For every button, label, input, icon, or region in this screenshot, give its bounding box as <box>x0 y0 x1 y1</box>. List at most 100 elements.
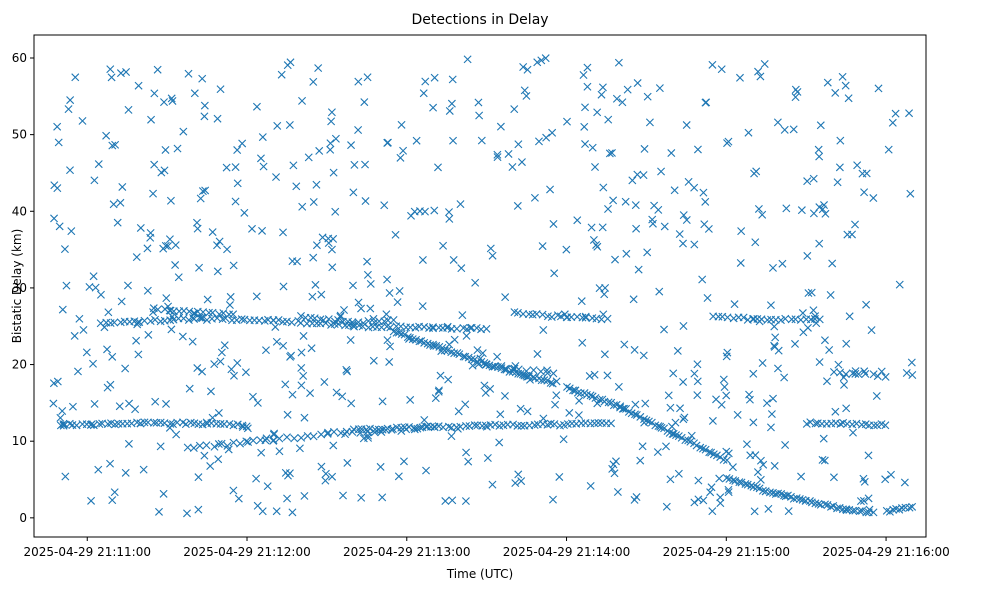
data-point <box>249 436 258 445</box>
data-point <box>117 297 126 306</box>
data-point <box>311 280 320 289</box>
data-point <box>285 120 294 129</box>
data-point <box>320 377 329 386</box>
data-point <box>222 163 231 172</box>
data-point <box>735 73 744 82</box>
data-point <box>312 241 321 250</box>
data-point <box>104 308 113 317</box>
data-point <box>749 369 758 378</box>
data-point <box>378 425 387 434</box>
data-point <box>324 239 333 248</box>
data-point <box>275 434 284 443</box>
data-point <box>328 263 337 272</box>
data-point <box>388 425 397 434</box>
data-point <box>370 318 379 327</box>
data-point <box>770 322 779 331</box>
data-point <box>331 207 340 216</box>
data-point <box>61 472 70 481</box>
data-point <box>56 413 65 422</box>
x-tick-label: 2025-04-29 21:11:00 <box>24 545 151 559</box>
data-point <box>455 350 464 359</box>
data-point <box>708 60 717 69</box>
data-point <box>756 456 765 465</box>
data-point <box>399 457 408 466</box>
data-point <box>789 494 798 503</box>
data-point <box>548 495 557 504</box>
data-point <box>803 177 812 186</box>
data-point <box>448 75 457 84</box>
data-point <box>160 305 169 314</box>
data-point <box>430 73 439 82</box>
data-point <box>655 84 664 93</box>
data-point <box>132 336 141 345</box>
data-point <box>328 472 337 481</box>
data-point <box>68 402 77 411</box>
data-point <box>282 317 291 326</box>
data-point <box>679 321 688 330</box>
data-point <box>803 323 812 332</box>
data-point <box>591 163 600 172</box>
data-point <box>449 255 458 264</box>
data-point <box>548 128 557 137</box>
data-point <box>722 473 731 482</box>
data-point <box>297 348 306 357</box>
data-point <box>845 312 854 321</box>
data-point <box>354 298 363 307</box>
data-point <box>517 421 526 430</box>
data-point <box>198 74 207 83</box>
data-point <box>869 370 878 379</box>
data-point <box>889 505 898 514</box>
data-point <box>118 182 127 191</box>
data-point <box>213 267 222 276</box>
data-point <box>412 136 421 145</box>
data-point <box>700 220 709 229</box>
data-point <box>421 77 430 86</box>
data-point <box>321 469 330 478</box>
data-point <box>698 275 707 284</box>
data-point <box>577 297 586 306</box>
data-point <box>363 270 372 279</box>
data-point <box>445 208 453 217</box>
data-point <box>517 477 526 486</box>
data-point <box>573 388 582 397</box>
data-point <box>841 81 850 90</box>
data-point <box>814 145 823 154</box>
data-point <box>679 211 688 220</box>
data-point <box>208 308 217 317</box>
data-point <box>825 345 834 354</box>
data-point <box>490 362 499 371</box>
data-point <box>860 367 869 376</box>
data-point <box>579 71 588 79</box>
data-point <box>843 230 852 239</box>
data-point <box>495 438 504 447</box>
data-point <box>608 464 617 473</box>
data-point <box>630 345 639 354</box>
data-point <box>166 419 175 428</box>
data-point <box>670 186 679 195</box>
data-point <box>826 502 835 511</box>
data-point <box>644 417 653 426</box>
data-point <box>144 330 153 339</box>
data-point <box>641 399 650 408</box>
data-point <box>464 457 473 466</box>
data-point <box>907 358 916 367</box>
data-point <box>462 325 471 334</box>
data-point <box>541 54 550 63</box>
data-point <box>501 364 510 373</box>
y-axis-label: Bistatic Delay (km) <box>10 229 24 344</box>
data-point <box>851 369 860 378</box>
data-point <box>809 209 818 218</box>
data-point <box>760 60 769 68</box>
data-point <box>461 400 470 409</box>
data-point <box>116 198 125 207</box>
data-point <box>272 173 281 182</box>
data-point <box>229 371 238 380</box>
data-point <box>107 73 116 82</box>
data-point <box>329 168 338 177</box>
data-point <box>162 399 171 408</box>
data-point <box>522 91 531 100</box>
data-point <box>836 419 845 428</box>
data-point <box>397 330 406 339</box>
data-point <box>233 146 242 155</box>
data-point <box>286 58 295 67</box>
